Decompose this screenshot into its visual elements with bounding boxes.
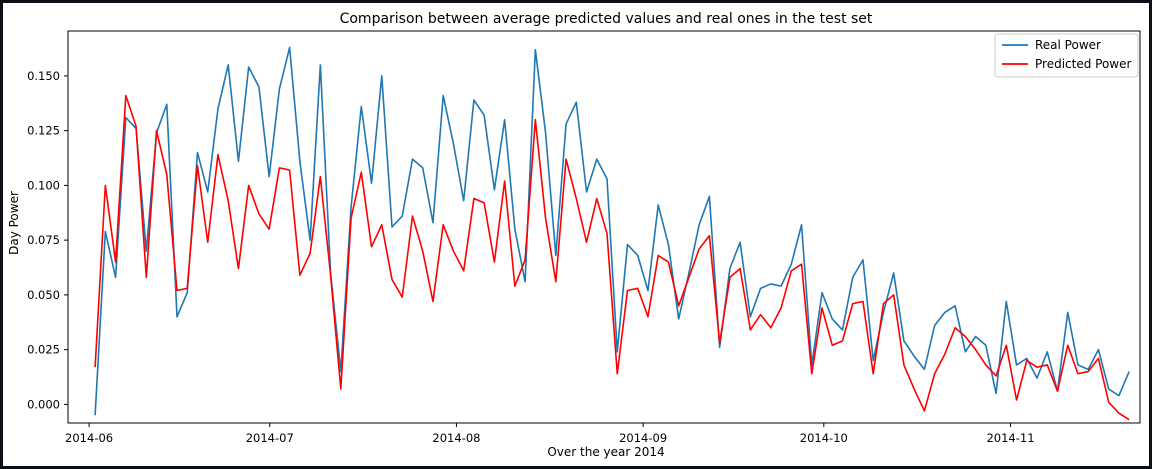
series-line-predicted-power xyxy=(94,94,1130,421)
plot-area-border xyxy=(67,30,1141,424)
axes: 2014-06 2014-07 2014-08 2014-09 2014-10 2014-… xyxy=(27,30,1141,445)
legend-box xyxy=(994,33,1139,78)
y-tick-label: 0.050 xyxy=(27,288,60,302)
x-tick-label: 2014-07 xyxy=(246,431,294,445)
legend: Real Power Predicted Power xyxy=(994,33,1139,78)
y-tick-label: 0.100 xyxy=(27,178,60,192)
y-tick-label: 0.150 xyxy=(27,69,60,83)
chart-frame: Comparison between average predicted val… xyxy=(3,3,1149,466)
y-axis-title: Day Power xyxy=(7,191,21,255)
legend-label-predicted-power: Predicted Power xyxy=(1035,57,1131,71)
x-tick-label: 2014-10 xyxy=(800,431,848,445)
x-tick-label: 2014-06 xyxy=(65,431,113,445)
y-tick-label: 0.125 xyxy=(27,124,60,138)
legend-label-real-power: Real Power xyxy=(1035,38,1101,52)
y-tick-label: 0.025 xyxy=(27,343,60,357)
chart-title: Comparison between average predicted val… xyxy=(340,11,873,27)
series-line-real-power xyxy=(94,46,1130,416)
x-tick-label: 2014-11 xyxy=(986,431,1034,445)
x-tick-label: 2014-08 xyxy=(432,431,480,445)
plot-series xyxy=(94,46,1130,421)
x-tick-label: 2014-09 xyxy=(619,431,667,445)
x-axis-title: Over the year 2014 xyxy=(547,445,664,459)
y-tick-label: 0.075 xyxy=(27,233,60,247)
y-tick-label: 0.000 xyxy=(27,397,60,411)
chart: Comparison between average predicted val… xyxy=(7,11,1141,459)
